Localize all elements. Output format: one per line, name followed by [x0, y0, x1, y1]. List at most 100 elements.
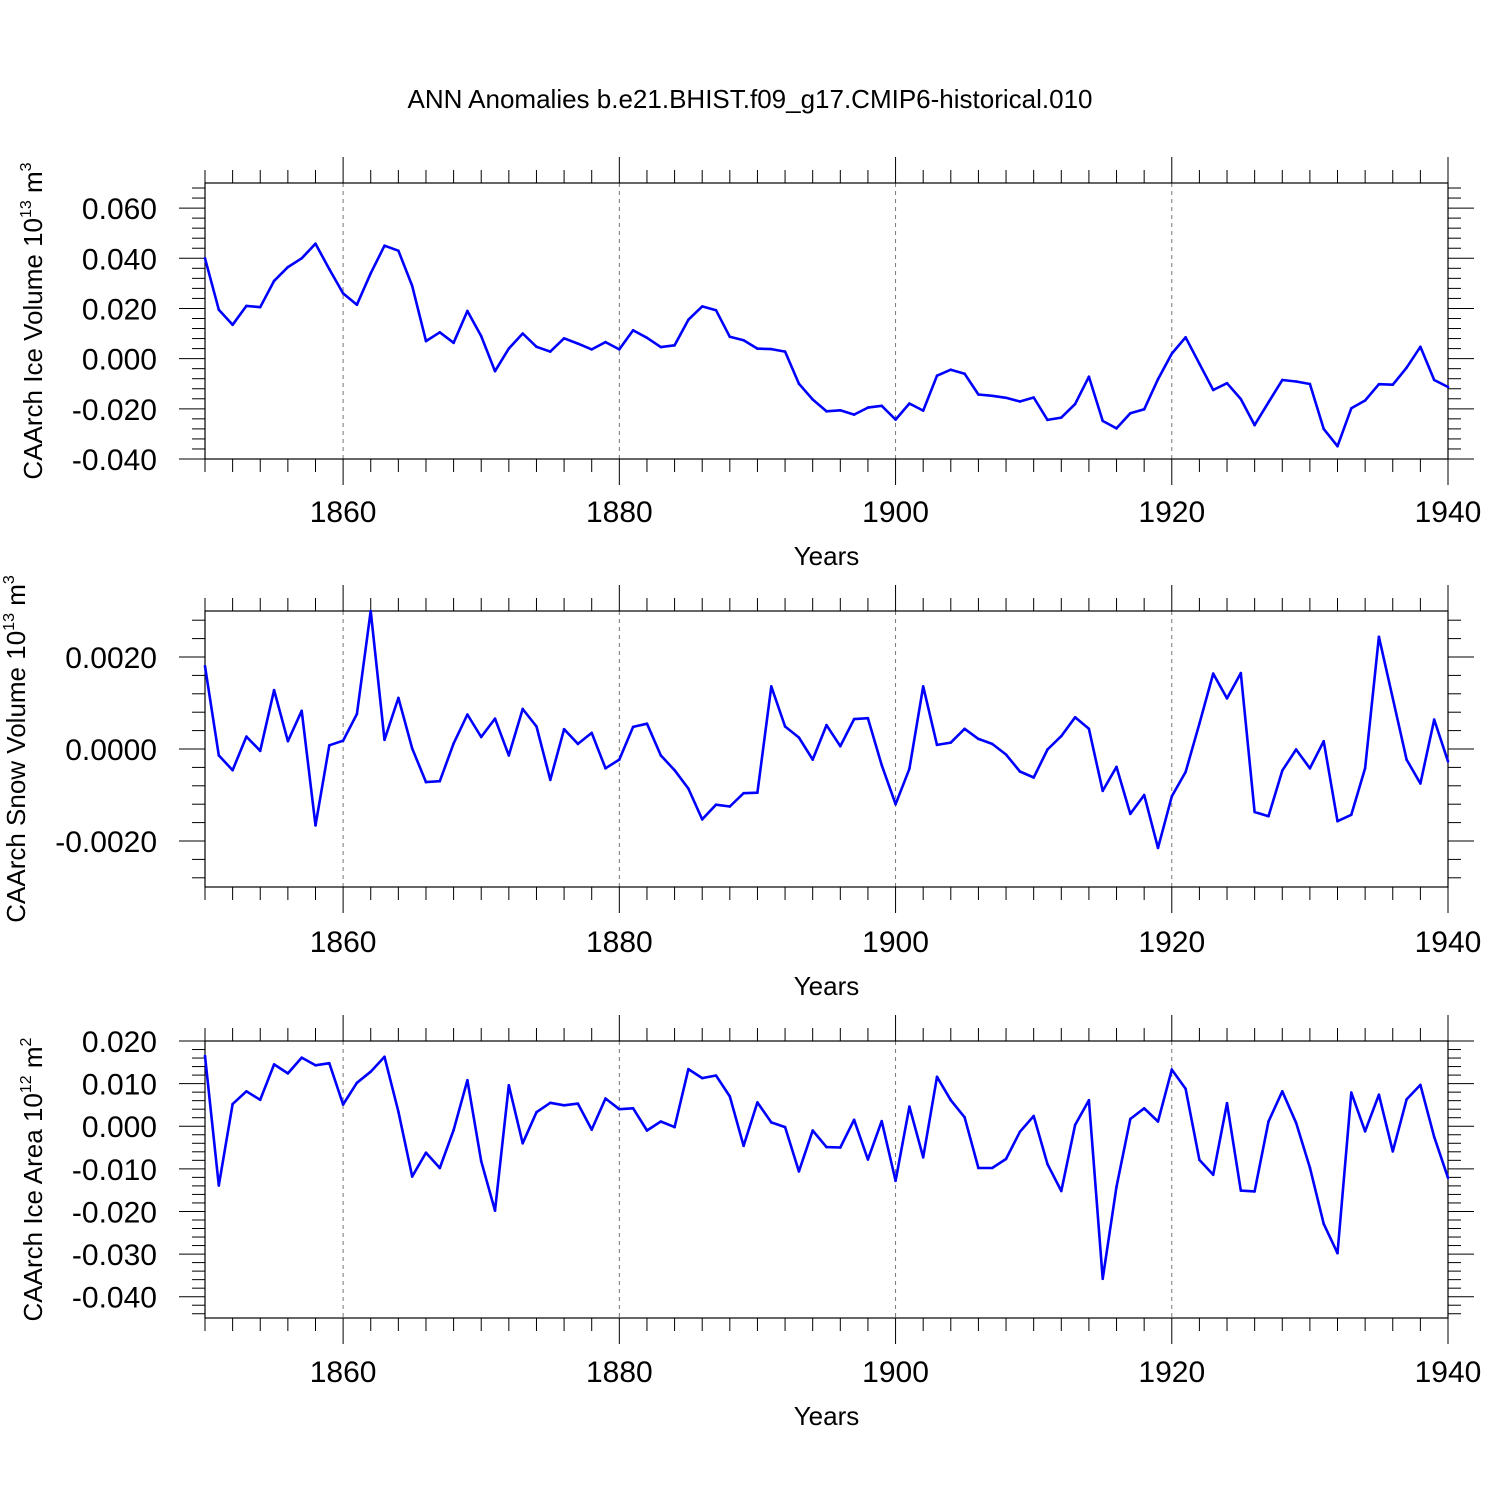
data-point [935, 1075, 939, 1079]
data-point [203, 1054, 207, 1058]
data-point [894, 802, 897, 806]
data-point [1239, 397, 1243, 401]
data-point [1419, 1083, 1422, 1087]
data-point [1087, 375, 1091, 379]
x-axis-title: Years [794, 541, 860, 571]
y-tick-label: 0.010 [82, 1069, 157, 1102]
data-point [631, 725, 635, 729]
data-point [728, 1095, 732, 1098]
data-point [1087, 1098, 1091, 1102]
data-point [756, 1101, 759, 1104]
data-point [548, 778, 552, 782]
data-point [576, 1102, 580, 1105]
data-point [811, 398, 814, 401]
data-point [424, 339, 428, 343]
x-tick-label: 1900 [862, 1356, 929, 1389]
data-point [1419, 345, 1422, 349]
data-point [590, 731, 594, 735]
y-tick-label: -0.010 [72, 1154, 157, 1187]
data-point [604, 1097, 607, 1100]
data-point [645, 336, 649, 340]
data-point [1391, 383, 1395, 387]
data-point [604, 767, 607, 770]
data-point [535, 725, 538, 728]
data-point [203, 664, 207, 668]
data-point [990, 394, 994, 398]
data-point [328, 267, 331, 271]
data-point [1018, 400, 1022, 403]
data-point [687, 318, 690, 322]
data-point [935, 743, 939, 747]
data-point [783, 1125, 787, 1129]
data-point [507, 754, 511, 757]
data-point [1363, 399, 1367, 402]
data-point [1059, 1189, 1063, 1193]
data-point [1073, 1123, 1077, 1127]
data-point [245, 304, 248, 308]
data-point [1446, 1176, 1450, 1180]
data-point [1184, 336, 1187, 339]
data-point [866, 406, 870, 409]
data-point [728, 335, 732, 339]
x-tick-label: 1900 [862, 926, 929, 959]
data-point [1059, 416, 1063, 419]
data-point [548, 350, 552, 353]
data-point [700, 1076, 704, 1080]
data-point [1294, 1121, 1298, 1125]
data-point [811, 1129, 814, 1132]
data-point [728, 805, 732, 808]
data-point [769, 347, 773, 351]
data-point [1198, 722, 1201, 725]
data-point [908, 1105, 911, 1108]
data-point [1046, 418, 1049, 422]
data-point [1101, 789, 1105, 793]
data-point [1267, 814, 1270, 818]
data-point [245, 1089, 248, 1093]
chart-title: ANN Anomalies b.e21.BHIST.f09_g17.CMIP6-… [407, 84, 1092, 114]
data-point [604, 340, 607, 344]
data-point [479, 735, 483, 739]
x-axis-title: Years [794, 1401, 860, 1431]
y-axis-title: CAArch Snow Volume 1013 m3 [1, 575, 31, 923]
data-point [286, 739, 290, 743]
x-tick-label: 1940 [1415, 496, 1482, 529]
data-point [355, 1081, 359, 1085]
data-point [535, 345, 538, 349]
series-line [203, 1055, 1450, 1281]
data-point [1211, 388, 1215, 392]
data-point [866, 716, 870, 720]
data-point [397, 1110, 400, 1114]
series-line [203, 609, 1450, 850]
data-point [562, 727, 566, 731]
y-axis-title: CAArch Ice Area 1012 m2 [18, 1037, 48, 1321]
y-tick-label: 0.0020 [65, 642, 157, 675]
data-point [1377, 635, 1381, 639]
data-point [466, 309, 469, 313]
data-point [328, 744, 331, 747]
data-point [825, 723, 828, 727]
data-point [576, 742, 580, 746]
data-point [258, 305, 262, 309]
data-point [1046, 748, 1049, 751]
data-point [383, 738, 386, 742]
data-point [507, 347, 511, 350]
data-point [1308, 382, 1312, 386]
data-point [590, 348, 594, 351]
data-point [839, 1146, 842, 1149]
data-point [700, 818, 704, 821]
data-point [935, 374, 939, 377]
data-point [590, 1128, 594, 1131]
x-tick-label: 1920 [1138, 496, 1205, 529]
data-point [507, 1084, 511, 1087]
data-point [355, 303, 359, 306]
data-point [535, 1110, 538, 1114]
data-point [314, 824, 317, 827]
data-point [1308, 767, 1312, 770]
data-point [286, 1072, 290, 1075]
data-point [1115, 427, 1118, 430]
data-point [397, 696, 400, 700]
data-point [797, 736, 801, 739]
data-point [452, 1128, 455, 1132]
data-point [479, 1159, 483, 1163]
data-point [783, 350, 787, 353]
